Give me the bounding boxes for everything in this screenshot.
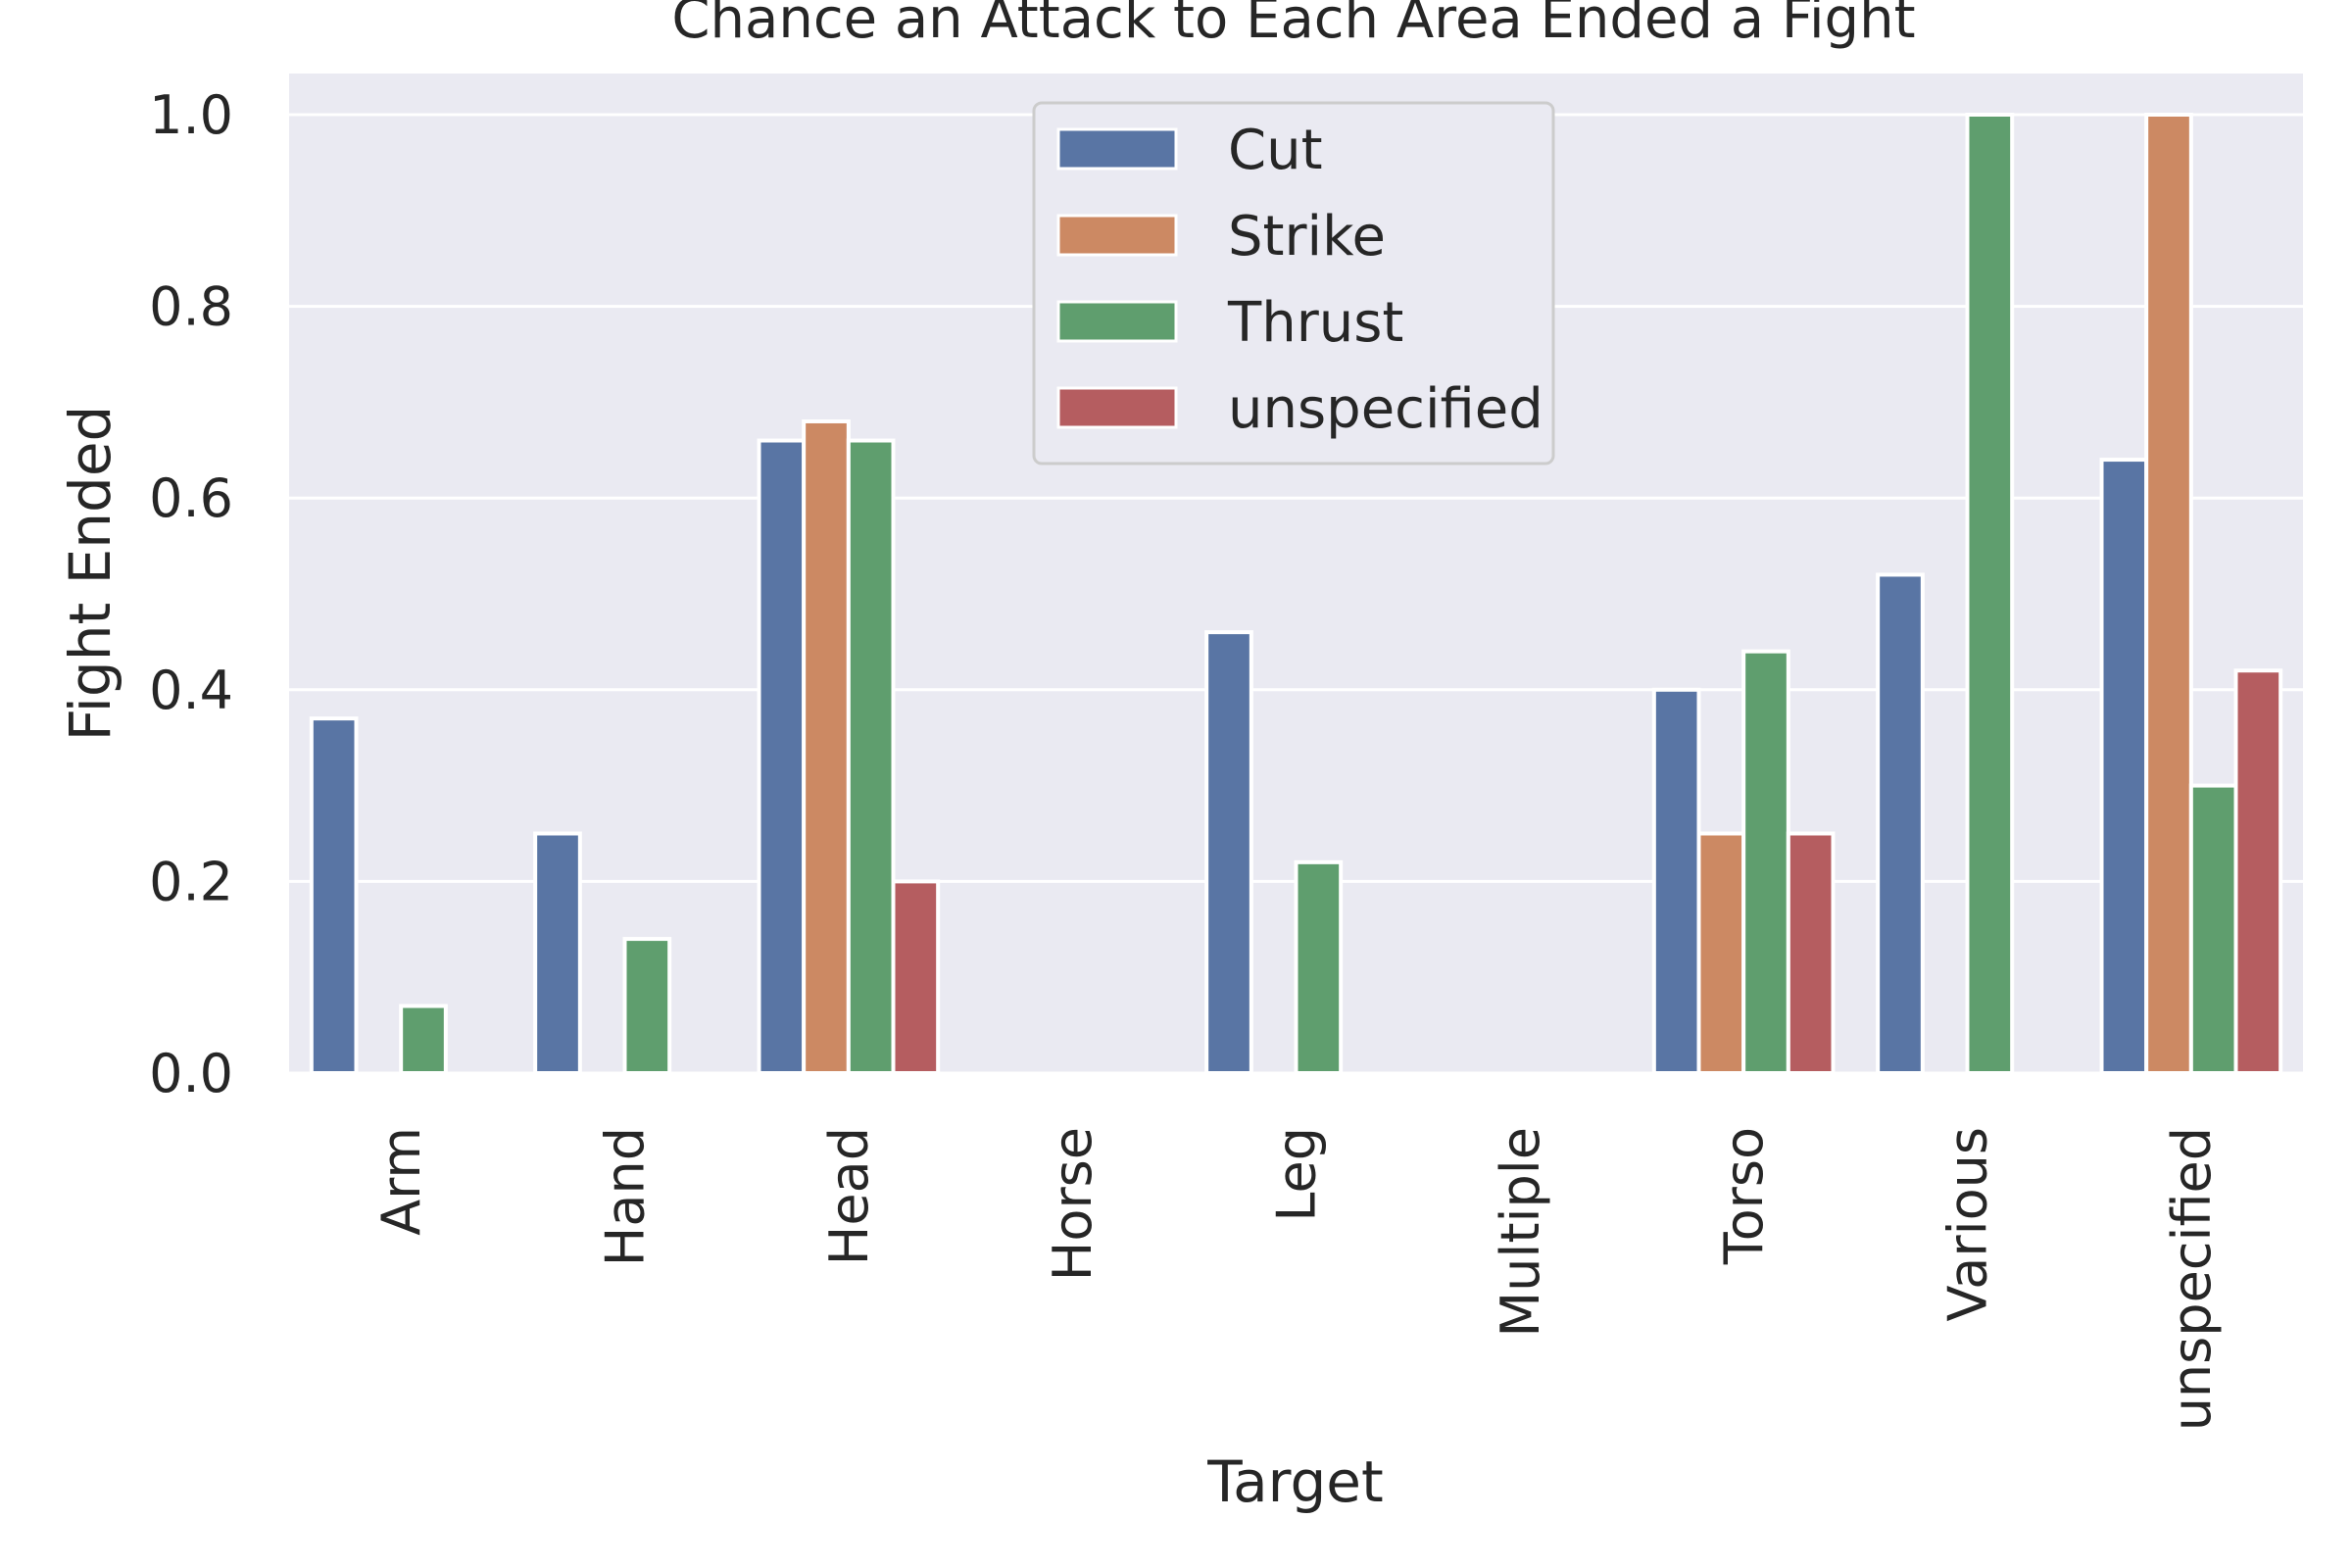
legend-swatch-unspecified: [1056, 386, 1178, 429]
bar-strike-head: [802, 418, 851, 1075]
legend-swatch-strike: [1056, 214, 1178, 257]
chart-title: Chance an Attack to Each Area Ended a Fi…: [671, 0, 1915, 51]
x-tick-label: unspecified: [2161, 1127, 2223, 1431]
bars: [309, 113, 2283, 1076]
legend-label-strike: Strike: [1228, 205, 1386, 269]
bar-cut-leg: [1204, 630, 1253, 1075]
y-tick-label: 0.4: [149, 660, 233, 721]
legend-swatch-thrust: [1056, 300, 1178, 343]
legend-label-cut: Cut: [1228, 119, 1323, 182]
x-tick-label: Various: [1937, 1127, 1999, 1321]
y-tick-label: 0.6: [149, 467, 233, 529]
bar-thrust-unspecified: [2188, 783, 2238, 1075]
bar-strike-unspecified: [2144, 113, 2193, 1075]
bar-thrust-various: [1965, 113, 2015, 1075]
bar-thrust-head: [846, 438, 896, 1075]
bar-unspecified-torso: [1786, 831, 1836, 1075]
x-tick-labels: Arm Hand Head Horse Leg Multiple Torso Various u…: [370, 1127, 2223, 1431]
legend-swatch-cut: [1056, 127, 1178, 171]
x-tick-label: Multiple: [1490, 1127, 1551, 1338]
bar-cut-various: [1876, 572, 1925, 1075]
y-tick-label: 0.0: [149, 1043, 233, 1104]
x-tick-label: Head: [818, 1127, 880, 1265]
bar-unspecified-head: [891, 879, 941, 1076]
bar-thrust-arm: [399, 1004, 448, 1076]
y-tick-label: 1.0: [149, 84, 233, 146]
x-tick-label: Leg: [1266, 1127, 1328, 1222]
x-tick-label: Arm: [370, 1127, 432, 1236]
y-tick-labels: 0.0 0.2 0.4 0.6 0.8 1.0: [149, 84, 233, 1104]
y-tick-label: 0.2: [149, 851, 233, 912]
bar-thrust-hand: [622, 937, 672, 1076]
legend-label-unspecified: unspecified: [1228, 377, 1544, 441]
bar-cut-arm: [309, 716, 359, 1075]
bar-unspecified-unspecified: [2233, 668, 2283, 1075]
bar-thrust-leg: [1294, 859, 1344, 1076]
bar-strike-torso: [1696, 831, 1746, 1075]
x-tick-label: Hand: [595, 1127, 657, 1266]
y-axis-title: Fight Ended: [57, 406, 123, 742]
bar-cut-torso: [1651, 687, 1701, 1075]
bar-thrust-torso: [1741, 649, 1790, 1075]
x-tick-label: Torso: [1713, 1127, 1775, 1265]
y-tick-label: 0.8: [149, 276, 233, 338]
bar-cut-unspecified: [2099, 458, 2149, 1075]
legend: Cut Strike Thrust unspecified: [1032, 101, 1555, 466]
legend-label-thrust: Thrust: [1227, 291, 1403, 355]
x-axis-title: Target: [1206, 1448, 1383, 1515]
x-tick-label: Horse: [1042, 1127, 1103, 1281]
bar-cut-hand: [533, 831, 582, 1075]
bar-cut-head: [757, 438, 807, 1075]
legend-box: [1032, 101, 1555, 466]
